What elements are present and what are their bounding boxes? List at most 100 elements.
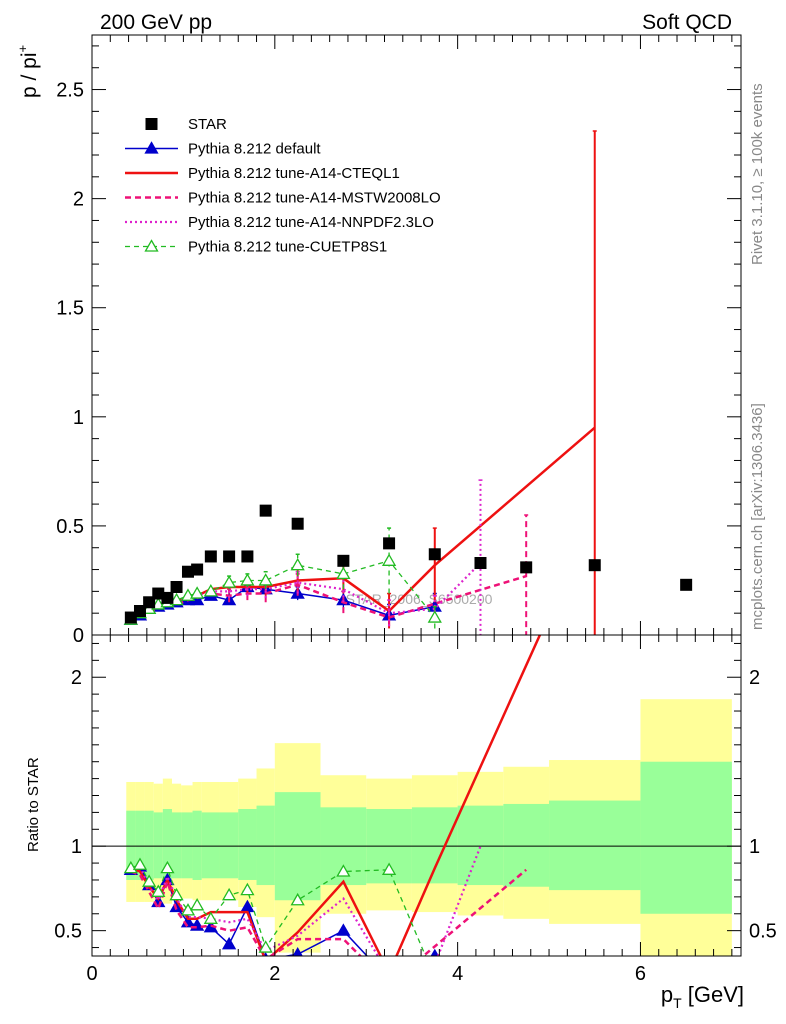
- ratio-series: [123, 635, 542, 956]
- star-point: [124, 611, 137, 624]
- band-inner-18: [549, 800, 641, 891]
- star-point: [241, 550, 254, 563]
- legend-marker-star: [145, 118, 158, 130]
- ratio-marker-default: [292, 947, 303, 956]
- xlabel-unit: [GeV]: [682, 982, 744, 1007]
- main-y-tick-label: 0.5: [56, 516, 84, 538]
- ratio-bands: [92, 699, 741, 956]
- main-y-tick-label: 0: [73, 625, 84, 647]
- band-inner-15: [411, 807, 458, 884]
- legend-label: Pythia 8.212 tune-A14-MSTW2008LO: [188, 190, 441, 207]
- ratio-marker-cuetp: [142, 874, 157, 887]
- ratio-y-tick-label: 1: [71, 836, 82, 858]
- star-point: [191, 563, 204, 576]
- legend-marker-default: [144, 141, 159, 154]
- legend-label: Pythia 8.212 tune-A14-CTEQL1: [188, 165, 400, 182]
- marker-cuetp: [427, 610, 442, 623]
- star-point: [133, 605, 146, 617]
- main-series: [123, 130, 693, 635]
- header-right: Soft QCD: [642, 11, 732, 34]
- star-point: [161, 591, 174, 604]
- ratio-marker-cuetp: [221, 887, 237, 901]
- ratio-y-tick-label: 0.5: [54, 921, 82, 943]
- star-point: [520, 561, 533, 574]
- main-y-tick-label: 1: [73, 407, 84, 429]
- watermark: STAR_2006_S6500200: [346, 591, 493, 607]
- star-point: [170, 581, 183, 593]
- ratio-ylabel: Ratio to STAR: [25, 757, 42, 852]
- axes: 0 2 4 600.511.522.50.5 0.51 12 2: [54, 34, 777, 985]
- ratio-marker-cuetp: [160, 860, 175, 874]
- legend: STAR Pythia 8.212 default Pythia 8.212 tun…: [125, 116, 441, 256]
- main-y-tick-label: 1.5: [56, 298, 84, 320]
- band-inner-8: [201, 812, 220, 879]
- star-point: [291, 517, 304, 530]
- marker-cuetp: [169, 592, 184, 606]
- star-point: [337, 554, 350, 567]
- legend-item-star: STAR: [145, 116, 227, 133]
- main-ylabel-text: p / pi: [18, 52, 41, 98]
- marker-cuetp: [203, 584, 218, 597]
- band-inner-7: [192, 810, 202, 880]
- ratio-marker-cuetp: [132, 857, 148, 870]
- ratio-marker-default: [336, 923, 351, 936]
- ratio-marker-default: [221, 936, 237, 950]
- star-point: [223, 550, 236, 563]
- band-inner-0: [126, 810, 136, 880]
- band-inner-1: [135, 810, 145, 880]
- ratio-marker-cuetp: [151, 884, 166, 897]
- marker-cuetp: [189, 586, 205, 599]
- band-inner-4: [162, 809, 172, 880]
- marker-cuetp: [336, 566, 351, 580]
- ratio-marker-default: [263, 952, 268, 956]
- header-left: 200 GeV pp: [100, 11, 212, 34]
- ratio-marker-cuetp: [123, 860, 138, 874]
- ratio-marker-cuetp: [189, 898, 205, 911]
- star-point: [474, 557, 487, 569]
- ratio-marker-cuetp: [290, 892, 305, 906]
- band-inner-17: [503, 803, 550, 887]
- ratio-marker-cuetp: [381, 862, 397, 875]
- band-inner-19: [640, 761, 732, 914]
- ratio-y-tick-label-right: 0.5: [749, 921, 777, 943]
- legend-label: Pythia 8.212 tune-CUETP8S1: [188, 239, 387, 256]
- main-ylabel-sup: +: [15, 45, 30, 53]
- star-point: [383, 537, 396, 550]
- x-tick-label: 6: [635, 963, 646, 985]
- legend-label: STAR: [188, 116, 227, 133]
- legend-item-default: Pythia 8.212 default: [125, 141, 321, 158]
- star-point: [259, 504, 272, 517]
- legend-marker-cuetp: [144, 239, 159, 252]
- svg-text:p / pi+: p / pi+: [15, 45, 41, 98]
- ratio-line-mstw: [130, 868, 528, 956]
- ratio-marker-cuetp: [258, 940, 273, 953]
- ratio-line-nnpdf: [130, 845, 482, 956]
- legend-label: Pythia 8.212 default: [188, 141, 321, 158]
- main-y-tick-label: 2.5: [56, 80, 84, 102]
- band-inner-6: [181, 812, 193, 879]
- x-tick-label: 0: [86, 963, 97, 985]
- band-inner-2: [144, 810, 154, 880]
- series-line-cuetp: [130, 560, 436, 621]
- xlabel-main: p: [661, 982, 673, 1007]
- ratio-marker-cuetp: [240, 882, 255, 896]
- main-y-tick-label: 2: [73, 189, 84, 211]
- star-point: [428, 548, 441, 561]
- x-tick-label: 4: [452, 963, 463, 985]
- ratio-marker-cuetp: [203, 911, 218, 924]
- ratio-marker-cuetp: [336, 864, 351, 877]
- legend-item-cuetp: Pythia 8.212 tune-CUETP8S1: [125, 239, 387, 256]
- star-point: [588, 559, 601, 572]
- band-inner-10: [238, 809, 257, 880]
- marker-cuetp: [221, 575, 237, 588]
- star-point: [204, 550, 217, 563]
- legend-item-cteql1: Pythia 8.212 tune-A14-CTEQL1: [125, 165, 400, 182]
- legend-label: Pythia 8.212 tune-A14-NNPDF2.3LO: [188, 214, 434, 231]
- band-inner-9: [219, 812, 239, 879]
- ratio-y-tick-label-right: 1: [749, 836, 760, 858]
- ratio-xlabel: pT [GeV]: [661, 982, 744, 1011]
- marker-cuetp: [240, 573, 255, 586]
- marker-cuetp: [381, 553, 397, 566]
- main-ylabel: p / pi+: [15, 45, 41, 98]
